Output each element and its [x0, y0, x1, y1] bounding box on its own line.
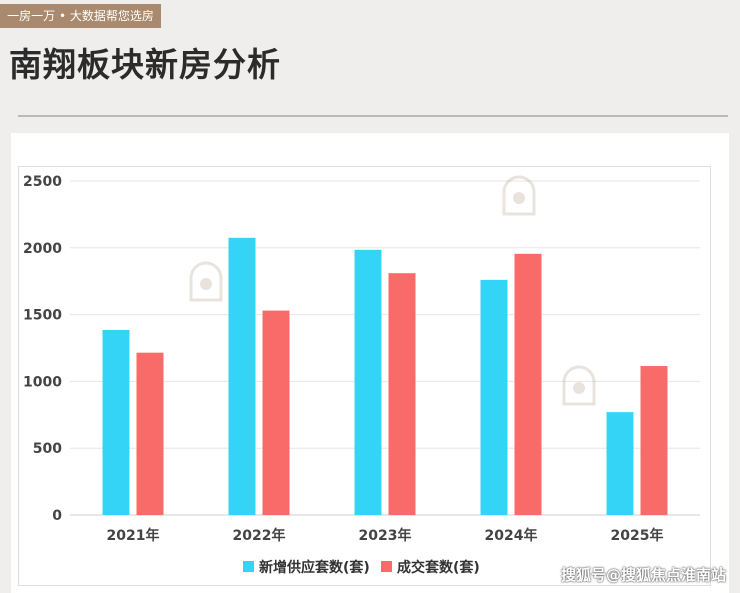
source-watermark: 搜狐号@搜狐焦点淮南站: [560, 566, 726, 584]
bars: [102, 237, 668, 515]
deal-bar: [514, 253, 542, 515]
deal-bar: [640, 366, 668, 515]
watermark-arch: [502, 175, 536, 216]
deal-bar: [262, 310, 290, 515]
watermark-figure: [573, 382, 585, 394]
y-tick-label: 1500: [23, 308, 62, 324]
watermark-arch: [562, 365, 596, 406]
y-tick-label: 500: [33, 441, 62, 457]
watermark-figure: [200, 278, 212, 290]
watermark-icon: [189, 261, 223, 302]
supply-bar: [228, 237, 256, 515]
legend-swatch: [381, 561, 392, 572]
y-tick-label: 2500: [23, 174, 62, 190]
watermark-icon: [562, 365, 596, 406]
watermark-icon: [502, 175, 536, 216]
x-tick-label: 2021年: [107, 527, 160, 544]
page-title: 南翔板块新房分析: [9, 45, 281, 84]
supply-bar: [480, 279, 508, 515]
supply-bar: [102, 329, 130, 515]
axis-labels: 0 500 1000 1500 2000 2500 2021年 2022年 2023年 2024年…: [23, 174, 663, 544]
deal-bar: [388, 273, 416, 515]
slogan-tag: 一房一万 • 大数据帮您选房: [0, 4, 161, 28]
watermark-figure: [513, 192, 525, 204]
supply-bar: [354, 249, 382, 515]
y-tick-label: 0: [52, 508, 62, 524]
x-tick-label: 2024年: [485, 527, 538, 544]
watermark-icons: [189, 175, 596, 406]
legend-swatch: [243, 561, 254, 572]
x-tick-label: 2023年: [359, 527, 412, 544]
x-tick-label: 2025年: [611, 527, 664, 544]
y-tick-label: 2000: [23, 241, 62, 257]
x-tick-label: 2022年: [233, 527, 286, 544]
supply-bar: [606, 412, 634, 515]
watermark-arch: [189, 261, 223, 302]
deal-bar: [136, 352, 164, 515]
grid-lines: [70, 180, 700, 516]
legend-label: 新增供应套数(套): [259, 559, 370, 576]
legend-label: 成交套数(套): [397, 559, 480, 576]
y-tick-label: 1000: [23, 374, 62, 390]
title-divider: [18, 115, 728, 117]
legend: 新增供应套数(套) 成交套数(套): [243, 559, 480, 576]
